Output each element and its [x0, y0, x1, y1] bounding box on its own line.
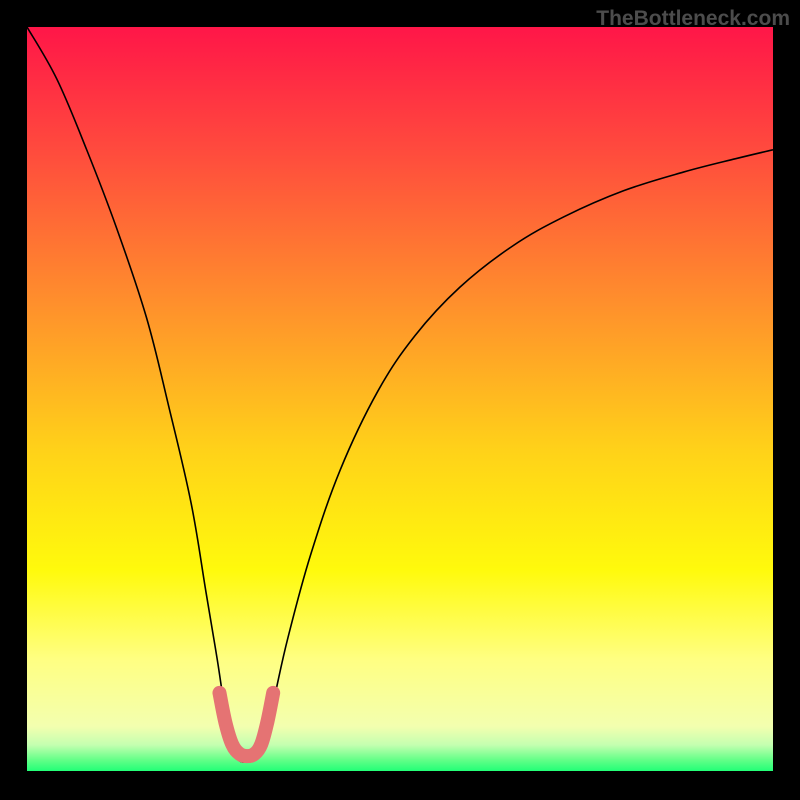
bottleneck-curve-highlight — [219, 693, 273, 756]
chart-curves-svg — [27, 27, 773, 771]
watermark-text: TheBottleneck.com — [596, 7, 790, 31]
bottleneck-curve-main — [27, 27, 773, 762]
chart-plot-area — [27, 27, 773, 771]
